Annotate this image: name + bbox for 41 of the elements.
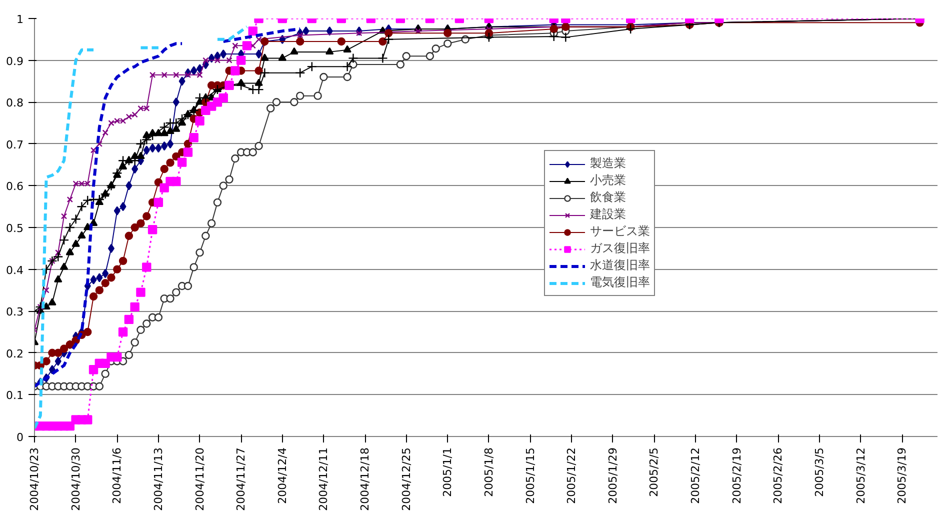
- x-tick-label: 2004/11/13: [152, 447, 165, 511]
- x-tick-label: 2004/10/30: [69, 447, 82, 511]
- y-tick-label: 0.1: [6, 389, 24, 402]
- x-tick-label: 2004/12/4: [276, 447, 289, 504]
- y-tick-label: 0.4: [6, 264, 24, 277]
- x-tick-label: 2005/1/1: [441, 447, 454, 497]
- x-tick-label: 2005/1/8: [482, 447, 496, 497]
- x-tick-label: 2005/2/26: [772, 447, 785, 504]
- legend-label: 飲食業: [590, 189, 626, 206]
- x-tick-label: 2005/3/5: [812, 447, 826, 497]
- legend-label: 小売業: [590, 172, 626, 189]
- y-tick-label: 0.8: [6, 96, 24, 110]
- y-tick-label: 0.6: [6, 180, 24, 194]
- x-tick-label: 2005/2/19: [730, 447, 744, 504]
- x-tick-label: 2005/2/12: [689, 447, 702, 504]
- x-tick-label: 2005/3/12: [854, 447, 868, 504]
- y-tick-label: 0: [16, 431, 24, 444]
- x-tick-label: 2005/1/22: [565, 447, 578, 504]
- legend-label: 建設業: [590, 206, 626, 223]
- x-tick-label: 2004/12/25: [400, 447, 413, 511]
- legend-label: サービス業: [590, 223, 650, 240]
- x-tick-label: 2004/11/27: [234, 447, 248, 511]
- x-tick-label: 2005/2/5: [648, 447, 661, 497]
- x-tick-label: 2004/10/23: [28, 447, 41, 511]
- legend-label: ガス復旧率: [590, 240, 650, 257]
- y-tick-label: 0.7: [6, 138, 24, 152]
- x-tick-label: 2005/1/29: [606, 447, 620, 504]
- y-tick-label: 0.5: [6, 222, 24, 235]
- x-tick-label: 2004/12/11: [317, 447, 330, 511]
- x-tick-label: 2004/12/18: [358, 447, 372, 511]
- y-tick-label: 0.2: [6, 347, 24, 360]
- x-tick-label: 2004/11/6: [110, 447, 124, 504]
- x-tick-label: 2004/11/20: [193, 447, 206, 511]
- y-tick-label: 0.9: [6, 54, 24, 68]
- x-tick-label: 2005/1/15: [524, 447, 537, 504]
- y-tick-label: 1: [16, 13, 24, 26]
- y-tick-label: 0.3: [6, 306, 24, 319]
- x-tick-label: 2005/3/19: [896, 447, 909, 504]
- legend-label: 電気復旧率: [590, 274, 650, 291]
- legend-label: 水道復旧率: [590, 257, 650, 274]
- legend-label: 製造業: [590, 155, 626, 172]
